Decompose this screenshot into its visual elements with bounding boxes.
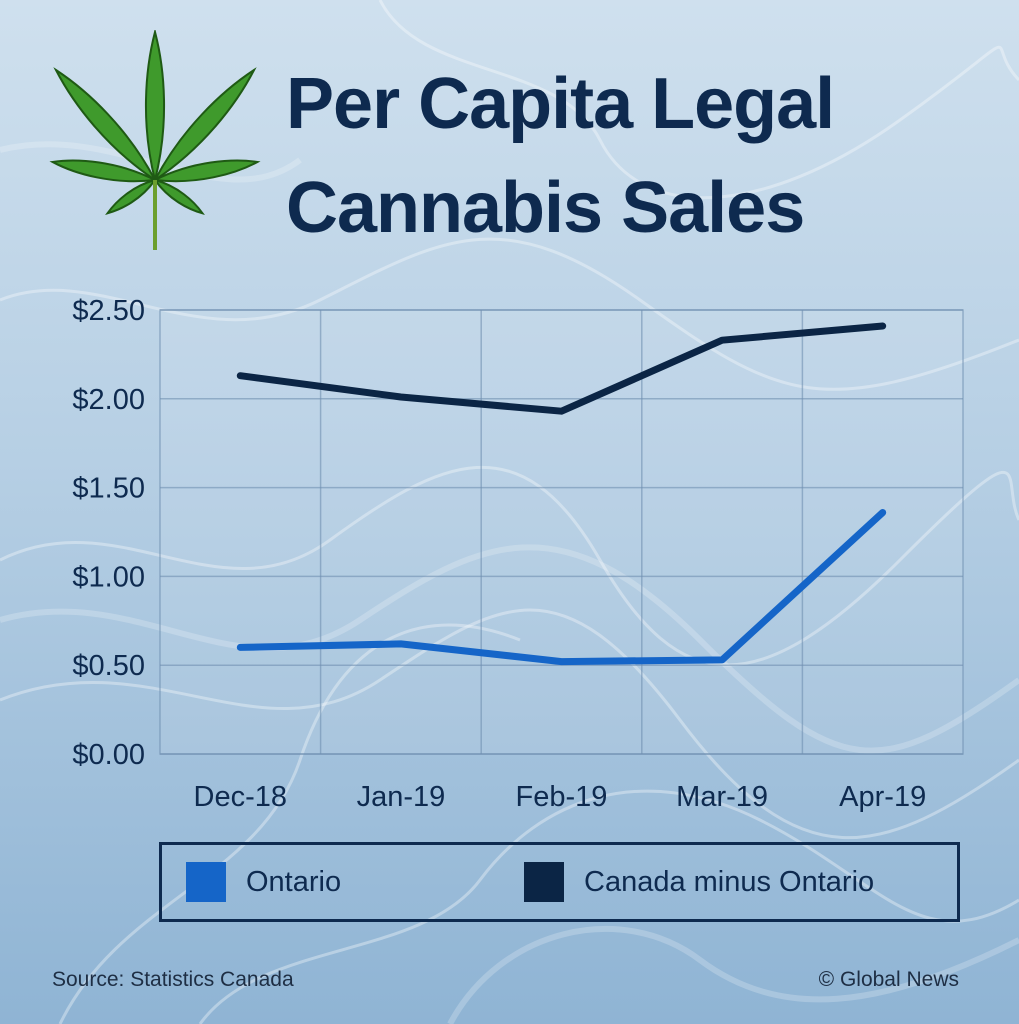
chart-title-line-2: Cannabis Sales [286,168,805,248]
plot-area [159,309,964,755]
line-chart: $0.00 $0.50 $1.00 $1.50 $2.00 $2.50 Dec-18 Jan-… [72,295,964,813]
legend: Ontario Canada minus Ontario [159,842,960,922]
credit-note: © Global News [818,968,959,991]
y-tick-label: $1.50 [72,473,145,505]
y-tick-label: $0.00 [72,739,145,771]
x-tick-label: Apr-19 [839,781,926,813]
cannabis-leaf-icon [49,30,261,250]
legend-item-ontario: Ontario [186,845,341,919]
y-tick-label: $2.00 [72,384,145,416]
y-tick-label: $1.00 [72,561,145,593]
x-tick-label: Feb-19 [516,781,608,813]
y-tick-label: $2.50 [72,295,145,327]
legend-swatch-ontario [186,862,226,902]
chart-title-line-1: Per Capita Legal [286,64,835,144]
source-note: Source: Statistics Canada [52,968,294,991]
chart-title: Per Capita Legal Cannabis Sales [286,52,986,260]
x-tick-label: Dec-18 [194,781,288,813]
legend-item-canada-minus-ontario: Canada minus Ontario [524,845,874,919]
legend-label-ontario: Ontario [246,865,342,898]
legend-label-canada-minus-ontario: Canada minus Ontario [584,865,875,898]
x-tick-label: Jan-19 [357,781,446,813]
series-line-canada-minus-ontario [236,322,887,415]
legend-swatch-canada-minus-ontario [524,862,564,902]
y-tick-label: $0.50 [72,650,145,682]
x-tick-label: Mar-19 [676,781,768,813]
series-line-ontario [236,509,887,666]
